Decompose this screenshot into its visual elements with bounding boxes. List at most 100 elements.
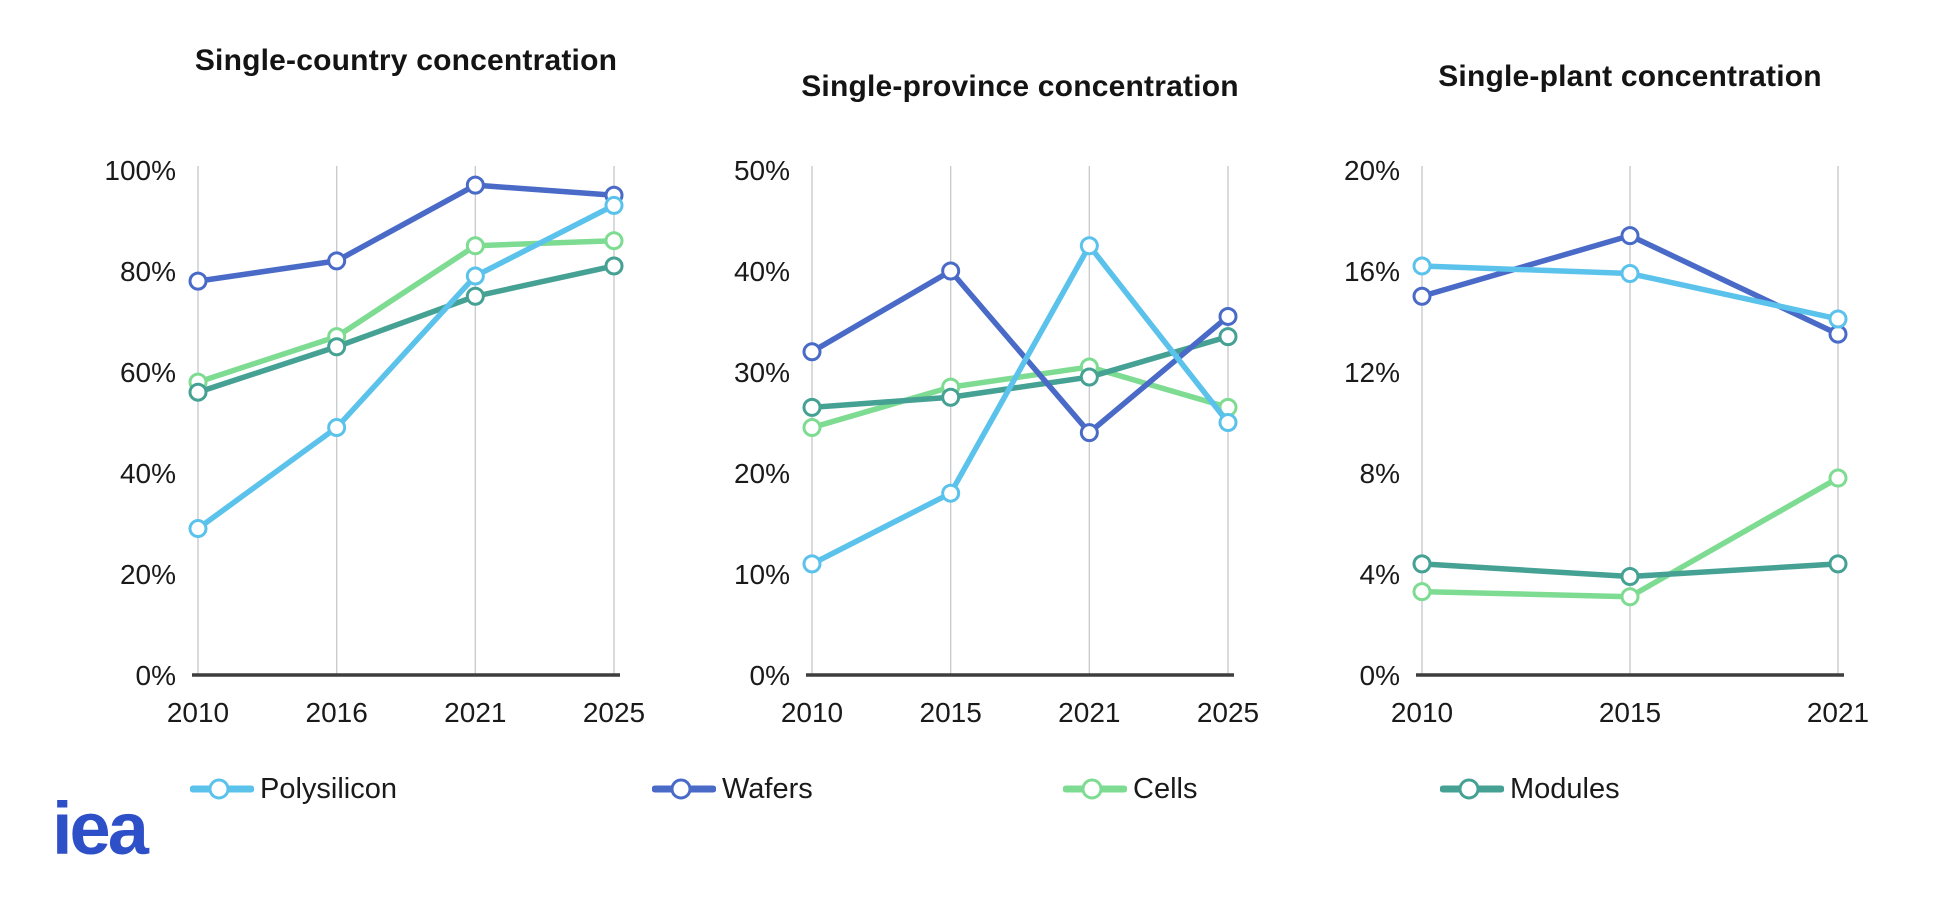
data-point-marker (1079, 367, 1099, 387)
svg-text:2015: 2015 (1599, 697, 1661, 728)
x-axis-labels: 2010 2015 2021 (1391, 697, 1869, 728)
wafers-line-marker-icon (652, 778, 716, 800)
data-point-marker (604, 256, 624, 276)
series-cells (1412, 468, 1848, 607)
chart-canvas-single-plant: 0% 4% 8% 12% 16% 20% 2010 2015 2021 (1344, 155, 1869, 728)
svg-text:2025: 2025 (583, 697, 645, 728)
svg-text:12%: 12% (1344, 357, 1400, 388)
data-point-marker (188, 382, 208, 402)
svg-text:2016: 2016 (306, 697, 368, 728)
chart-title: Single-country concentration (194, 44, 618, 77)
chart-canvas-single-country: 0% 20% 40% 60% 80% 100% 2010 2016 2021 2025 (104, 155, 645, 728)
data-point-marker (1828, 554, 1848, 574)
svg-text:30%: 30% (734, 357, 790, 388)
series-polysilicon (1412, 256, 1848, 329)
chart-single-plant: Single-plant concentration 0% 4% 8% 12% 16% 2… (1272, 28, 1872, 744)
series-polysilicon (802, 236, 1238, 574)
data-point-marker (941, 483, 961, 503)
svg-text:2021: 2021 (1058, 697, 1120, 728)
data-point-marker (1218, 327, 1238, 347)
data-point-marker (1620, 587, 1640, 607)
svg-text:20%: 20% (120, 559, 176, 590)
svg-text:2021: 2021 (444, 697, 506, 728)
svg-text:0%: 0% (750, 660, 790, 691)
chart-title: Single-plant concentration (1438, 60, 1822, 93)
chart-single-province: Single-province concentration 0% 10% 20% 30… (662, 28, 1262, 744)
data-point-marker (1412, 286, 1432, 306)
series-modules (188, 256, 624, 402)
data-point-marker (465, 236, 485, 256)
y-axis-labels: 0% 4% 8% 12% 16% 20% (1344, 155, 1400, 691)
data-point-marker (327, 418, 347, 438)
svg-text:20%: 20% (1344, 155, 1400, 186)
gridlines (811, 166, 1229, 675)
svg-text:2021: 2021 (1807, 697, 1869, 728)
data-point-marker (604, 195, 624, 215)
svg-text:8%: 8% (1360, 458, 1400, 489)
legend-item-polysilicon: Polysilicon (190, 768, 397, 810)
data-point-marker (327, 337, 347, 357)
svg-text:50%: 50% (734, 155, 790, 186)
data-point-marker (188, 519, 208, 539)
svg-text:80%: 80% (120, 256, 176, 287)
svg-text:0%: 0% (1360, 660, 1400, 691)
legend-item-modules: Modules (1440, 768, 1620, 810)
x-axis-labels: 2010 2015 2021 2025 (781, 697, 1259, 728)
svg-text:16%: 16% (1344, 256, 1400, 287)
svg-text:10%: 10% (734, 559, 790, 590)
modules-line-marker-icon (1440, 778, 1504, 800)
svg-text:2010: 2010 (167, 697, 229, 728)
data-point-marker (941, 261, 961, 281)
data-point-marker (802, 397, 822, 417)
series-modules (1412, 554, 1848, 587)
series-modules (802, 327, 1238, 417)
data-point-marker (1412, 554, 1432, 574)
data-point-marker (604, 231, 624, 251)
data-point-marker (1412, 256, 1432, 276)
legend-label: Wafers (722, 772, 813, 805)
data-point-marker (1620, 567, 1640, 587)
data-point-marker (188, 271, 208, 291)
legend-label: Cells (1133, 772, 1198, 805)
data-point-marker (1620, 226, 1640, 246)
svg-text:40%: 40% (120, 458, 176, 489)
svg-text:2010: 2010 (1391, 697, 1453, 728)
series-cells (188, 231, 624, 392)
y-axis-labels: 0% 10% 20% 30% 40% 50% (734, 155, 790, 691)
data-point-marker (465, 266, 485, 286)
cells-line-marker-icon (1063, 778, 1127, 800)
svg-text:2025: 2025 (1197, 697, 1259, 728)
svg-text:2015: 2015 (920, 697, 982, 728)
chart-single-country: Single-country concentration 0% 20% 40% 60%… (48, 28, 648, 744)
data-point-marker (1079, 423, 1099, 443)
legend-label: Modules (1510, 772, 1620, 805)
data-point-marker (465, 175, 485, 195)
data-point-marker (1218, 306, 1238, 326)
svg-text:0%: 0% (136, 660, 176, 691)
data-point-marker (1828, 324, 1848, 344)
data-point-marker (802, 342, 822, 362)
svg-text:60%: 60% (120, 357, 176, 388)
series-polysilicon (188, 195, 624, 539)
data-point-marker (1412, 582, 1432, 602)
series-wafers (188, 175, 624, 291)
series-wafers (802, 261, 1238, 443)
y-axis-labels: 0% 20% 40% 60% 80% 100% (104, 155, 176, 691)
chart-canvas-single-province: 0% 10% 20% 30% 40% 50% 2010 2015 2021 2025 (734, 155, 1259, 728)
svg-text:100%: 100% (104, 155, 176, 186)
svg-text:40%: 40% (734, 256, 790, 287)
chart-title: Single-province concentration (801, 70, 1239, 103)
x-axis-labels: 2010 2016 2021 2025 (167, 697, 645, 728)
iea-logo: iea (52, 787, 149, 870)
data-point-marker (1828, 468, 1848, 488)
data-point-marker (1079, 236, 1099, 256)
data-point-marker (941, 387, 961, 407)
data-point-marker (802, 554, 822, 574)
data-point-marker (1620, 264, 1640, 284)
data-point-marker (802, 418, 822, 438)
data-point-marker (465, 286, 485, 306)
data-point-marker (1218, 413, 1238, 432)
data-point-marker (1828, 309, 1848, 329)
svg-text:4%: 4% (1360, 559, 1400, 590)
